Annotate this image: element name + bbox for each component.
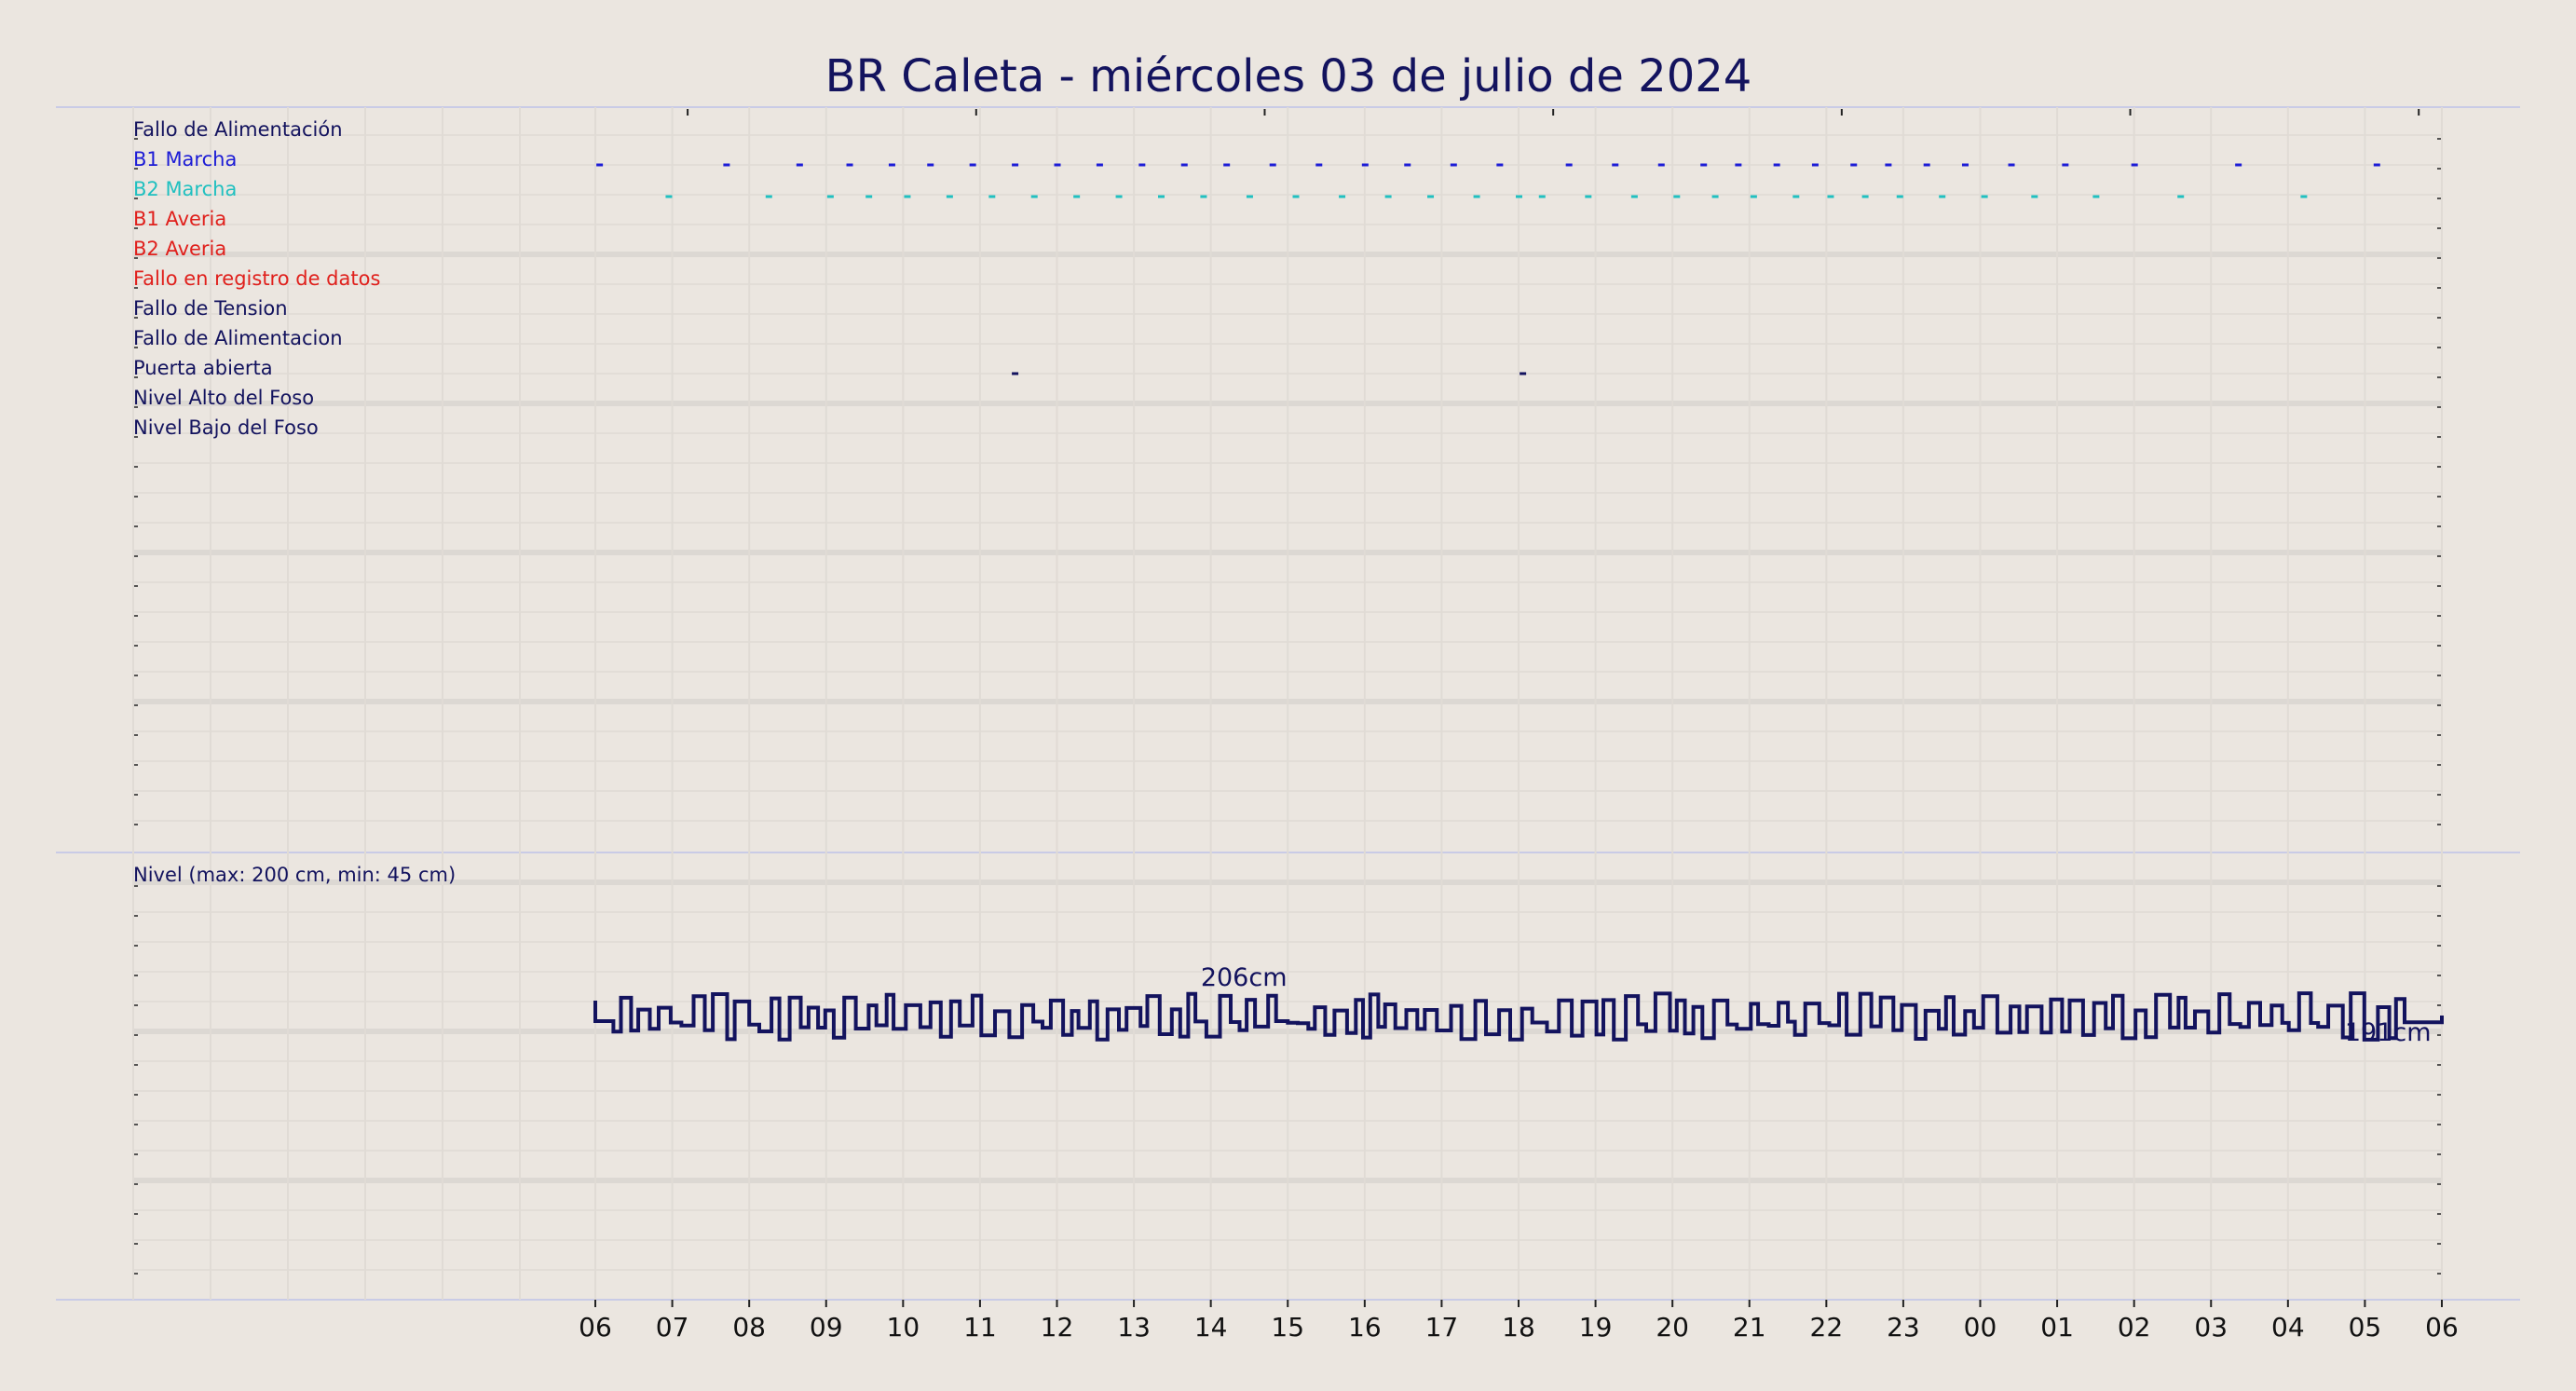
x-tick-label: 07 <box>656 1312 689 1343</box>
x-tick-label: 13 <box>1117 1312 1151 1343</box>
x-tick-label: 06 <box>2425 1312 2459 1343</box>
x-tick-label: 06 <box>579 1312 612 1343</box>
x-tick-label: 11 <box>963 1312 997 1343</box>
x-tick-label: 05 <box>2349 1312 2382 1343</box>
x-tick-label: 17 <box>1425 1312 1459 1343</box>
level-annotations: 206cm 191cm <box>1201 963 2432 1047</box>
x-tick-label: 02 <box>2118 1312 2151 1343</box>
x-tick-label: 03 <box>2194 1312 2228 1343</box>
level-annotation: 206cm <box>1201 963 1288 992</box>
event-row-label: Fallo de Alimentacion <box>133 327 343 349</box>
x-tick-label: 12 <box>1041 1312 1074 1343</box>
x-tick-label: 23 <box>1887 1312 1920 1343</box>
x-tick-label: 20 <box>1656 1312 1689 1343</box>
chart-title: BR Caleta - miércoles 03 de julio de 202… <box>825 50 1752 102</box>
event-row-label: Nivel Alto del Foso <box>133 387 314 409</box>
x-tick-label: 15 <box>1271 1312 1304 1343</box>
x-tick-label: 00 <box>1964 1312 1997 1343</box>
event-row-label: Puerta abierta <box>133 357 273 379</box>
x-axis-ticks: 06 07 08 09 10 11 12 13 14 15 16 17 18 19 20 21 22 23 00 01… <box>579 1300 2459 1343</box>
event-row-label: Fallo en registro de datos <box>133 267 380 290</box>
x-tick-label: 18 <box>1502 1312 1535 1343</box>
level-panel-label: Nivel (max: 200 cm, min: 45 cm) <box>133 864 456 886</box>
x-tick-label: 09 <box>810 1312 843 1343</box>
x-tick-label: 10 <box>887 1312 920 1343</box>
event-row-label: B2 Averia <box>133 238 226 260</box>
event-row-label: B1 Averia <box>133 208 226 230</box>
event-row-label: Fallo de Alimentación <box>133 118 343 141</box>
event-row-label: Nivel Bajo del Foso <box>133 416 319 439</box>
event-row-label: Fallo de Tension <box>133 297 288 320</box>
x-tick-label: 22 <box>1810 1312 1844 1343</box>
grid-lines <box>132 107 2443 1300</box>
x-tick-label: 21 <box>1733 1312 1766 1343</box>
x-tick-label: 14 <box>1194 1312 1228 1343</box>
event-row-label: B2 Marcha <box>133 178 237 200</box>
event-marks <box>596 163 2380 375</box>
x-tick-label: 19 <box>1579 1312 1613 1343</box>
level-series-line <box>593 991 2444 1042</box>
level-annotation: 191cm <box>2345 1018 2432 1047</box>
event-row-labels: Fallo de Alimentación B1 Marcha B2 Marcha B… <box>133 118 380 439</box>
x-tick-label: 08 <box>732 1312 766 1343</box>
event-row-label: B1 Marcha <box>133 148 237 170</box>
x-tick-label: 01 <box>2040 1312 2074 1343</box>
x-tick-label: 16 <box>1348 1312 1382 1343</box>
x-tick-label: 04 <box>2271 1312 2305 1343</box>
